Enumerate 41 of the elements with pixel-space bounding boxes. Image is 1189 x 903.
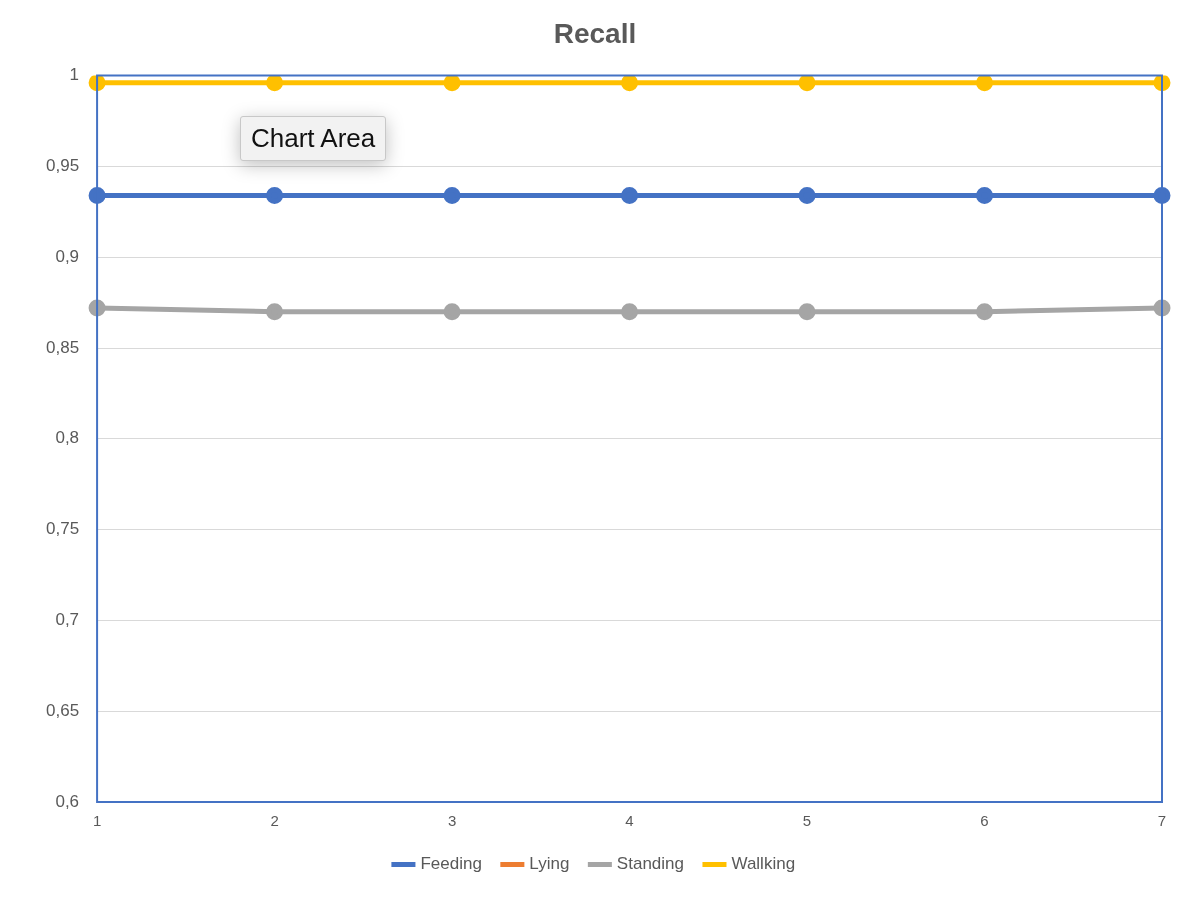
- point: [798, 303, 816, 321]
- chart-title: Recall: [553, 17, 637, 49]
- legend-label: Feeding: [420, 854, 482, 874]
- point: [1153, 186, 1171, 204]
- point: [621, 75, 639, 92]
- x-tick-label: 4: [625, 812, 634, 830]
- x-tick-label: 1: [92, 812, 102, 830]
- point: [976, 186, 994, 204]
- point: [443, 303, 461, 321]
- y-tick-label: 0,6: [55, 791, 80, 811]
- point: [1153, 75, 1171, 92]
- x-tick-label: 3: [447, 812, 457, 830]
- x-tick-label: 5: [802, 812, 812, 830]
- y-tick-label: 0,65: [45, 700, 80, 720]
- point: [798, 75, 816, 92]
- legend-label: Lying: [529, 854, 570, 874]
- point: [976, 75, 994, 92]
- point: [621, 303, 639, 321]
- y-tick-label: 0,75: [45, 519, 80, 539]
- x-tick-label: 6: [980, 812, 989, 830]
- point: [266, 186, 284, 204]
- point: [621, 186, 639, 204]
- point: [443, 186, 461, 204]
- point: [443, 75, 461, 92]
- point: [88, 75, 106, 92]
- annotation: Chart Area: [240, 116, 387, 161]
- x-tick-label: 7: [1157, 812, 1167, 830]
- y-tick-label: 0,9: [55, 246, 80, 266]
- y-tick-label: 0,85: [45, 337, 80, 357]
- point: [266, 303, 284, 321]
- y-tick-label: 1: [69, 65, 80, 85]
- legend-label: Standing: [616, 854, 684, 874]
- point: [266, 75, 284, 92]
- x-tick-label: 2: [270, 812, 279, 830]
- legend-label: Wallking: [731, 854, 796, 874]
- point: [88, 186, 106, 204]
- point: [976, 303, 994, 321]
- y-tick-label: 0,8: [55, 428, 80, 448]
- y-tick-label: 0,95: [45, 156, 80, 176]
- point: [798, 186, 816, 204]
- y-tick-label: 0,7: [55, 610, 80, 630]
